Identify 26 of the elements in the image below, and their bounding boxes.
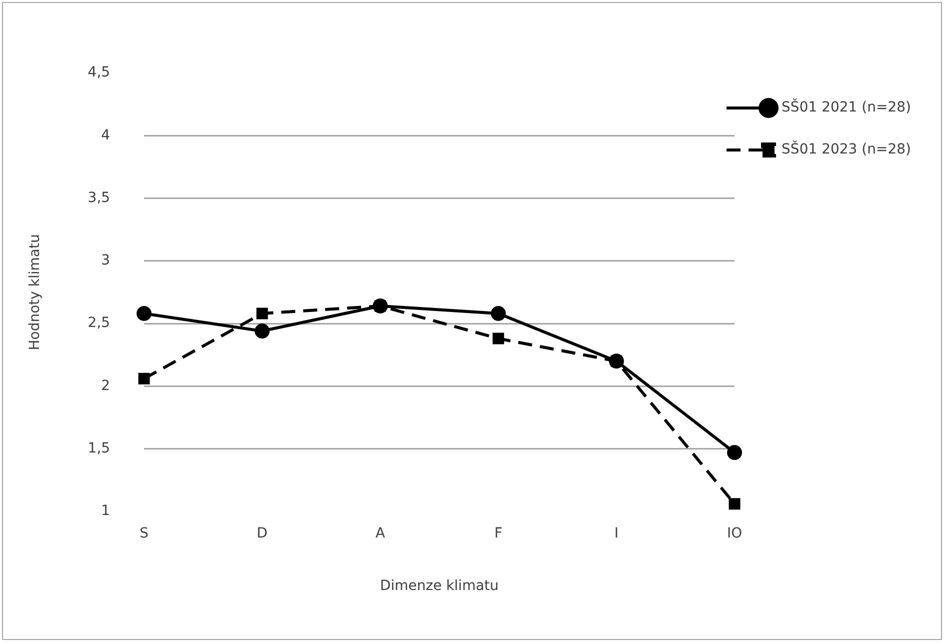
point	[490, 306, 506, 321]
y-tick-label: 2,5	[88, 315, 110, 332]
y-axis-title: Hodnoty klimatu	[27, 234, 44, 350]
y-tick-label: 4,5	[88, 64, 110, 81]
point	[256, 308, 268, 320]
point	[136, 306, 152, 321]
point	[492, 332, 504, 344]
y-tick-label: 4	[101, 127, 110, 144]
point	[727, 445, 742, 460]
legend-label: SŠ01 2021 (n=28)	[782, 98, 912, 116]
y-tick-label: 1,5	[88, 440, 110, 456]
y-tick-label: 3,5	[88, 190, 110, 206]
x-tick-label: A	[375, 525, 386, 542]
y-tick-label: 2	[101, 378, 110, 394]
point	[138, 372, 150, 384]
x-tick-label: S	[140, 525, 149, 542]
x-tick-label: D	[256, 525, 268, 542]
legend-label: SŠ01 2023 (n=28)	[782, 140, 912, 158]
point	[728, 498, 740, 510]
x-tick-label: I	[614, 525, 619, 542]
x-tick-label: F	[494, 525, 502, 542]
y-tick-label: 1	[101, 503, 110, 520]
x-tick-label: IO	[726, 525, 742, 542]
y-tick-label: 3	[101, 252, 110, 269]
point	[254, 324, 270, 339]
x-axis-title: Dimenze klimatu	[380, 578, 499, 594]
